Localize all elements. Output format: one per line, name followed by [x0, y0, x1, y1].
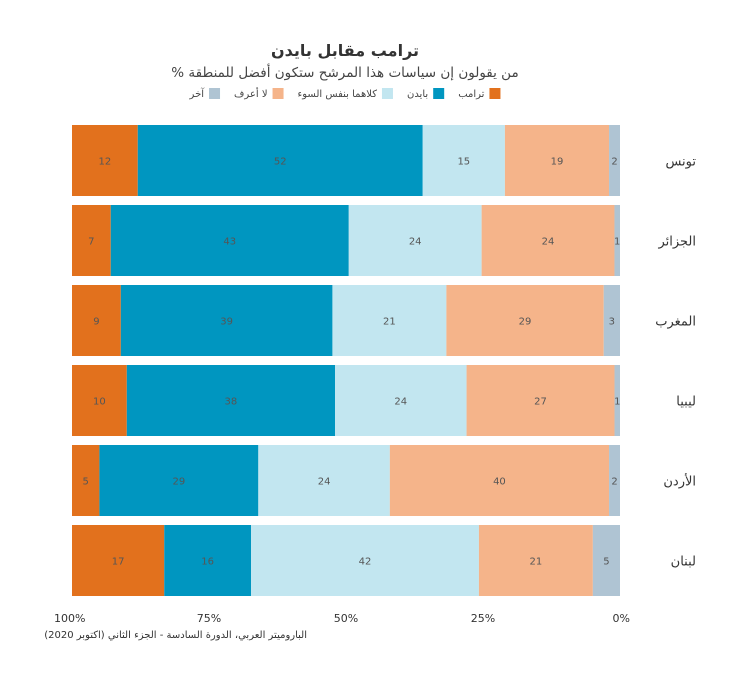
legend-swatch — [489, 88, 501, 99]
legend-label: آخر — [189, 87, 206, 100]
bar-segment — [72, 525, 165, 596]
bar-segment — [258, 445, 390, 516]
bar-segment — [481, 205, 615, 276]
bar-segment — [72, 365, 127, 436]
data-label: 42 — [359, 557, 372, 568]
bar-segment — [72, 125, 138, 196]
category-label: تونس — [665, 155, 696, 170]
chart-subtitle: % من يقولون إن سياسات هذا المرشح ستكون أ… — [171, 63, 518, 81]
data-label: 3 — [609, 317, 615, 328]
data-label: 5 — [83, 477, 89, 488]
category-label: لبنان — [671, 555, 696, 570]
legend-label: كلاهما بنفس السوء — [298, 89, 378, 100]
bar-segment — [609, 125, 620, 196]
legend-swatch — [381, 88, 393, 99]
data-label: 9 — [93, 317, 99, 328]
data-label: 1 — [614, 237, 620, 248]
data-label: 1 — [614, 397, 620, 408]
bar-segment — [614, 205, 620, 276]
x-tick-label: 100% — [54, 612, 85, 625]
data-label: 12 — [99, 157, 112, 168]
x-tick-label: 75% — [197, 612, 221, 625]
legend-label: ترامب — [458, 89, 484, 100]
bar-segment — [72, 445, 100, 516]
bar-segment — [614, 365, 620, 436]
bar-segment — [504, 125, 610, 196]
data-label: 16 — [201, 557, 214, 568]
data-label: 38 — [225, 397, 238, 408]
data-label: 24 — [409, 237, 422, 248]
bar-segment — [609, 445, 620, 516]
chart-title: ترامب مقابل بايدن — [271, 41, 419, 60]
x-tick-label: 50% — [334, 612, 358, 625]
bar-segment — [389, 445, 610, 516]
bar-segment — [251, 525, 479, 596]
category-label: المغرب — [655, 315, 696, 330]
data-label: 29 — [519, 317, 532, 328]
bar-segment — [592, 525, 620, 596]
bar-segment — [332, 285, 447, 356]
category-label: الأردن — [663, 473, 696, 490]
bar-segment — [603, 285, 620, 356]
legend: ترامب بايدن كلاهما بنفس السوء لا أعرف آخر — [189, 87, 501, 100]
data-label: 39 — [220, 317, 233, 328]
data-label: 10 — [93, 397, 106, 408]
bar-segment — [72, 285, 121, 356]
bar-segment — [137, 125, 423, 196]
bar-segment — [99, 445, 259, 516]
bar-segment — [478, 525, 593, 596]
bar-segment — [422, 125, 505, 196]
data-label: 15 — [457, 157, 470, 168]
bar-segment — [72, 205, 111, 276]
bar-segment — [164, 525, 252, 596]
data-label: 17 — [112, 557, 125, 568]
bar-segment — [348, 205, 482, 276]
data-label: 40 — [493, 477, 506, 488]
category-label: الجزائر — [657, 235, 696, 250]
legend-label: بايدن — [407, 89, 428, 100]
source-note: الباروميتر العربي، الدورة السادسة - الجز… — [44, 630, 307, 641]
bar-segment — [466, 365, 615, 436]
bar-segment — [335, 365, 467, 436]
data-label: 24 — [394, 397, 407, 408]
data-label: 2 — [611, 477, 617, 488]
legend-swatch — [272, 88, 284, 99]
data-label: 43 — [223, 237, 236, 248]
x-axis-ticks: 100% 75% 50% 25% 0% — [54, 612, 630, 625]
data-label: 2 — [611, 157, 617, 168]
x-tick-label: 0% — [613, 612, 630, 625]
data-label: 27 — [534, 397, 547, 408]
bars: 12 52 15 19 27 43 24 24 19 39 21 29 310 38 24 27 15 29 24 4… — [72, 125, 620, 596]
data-label: 5 — [603, 557, 609, 568]
legend-label: لا أعرف — [234, 87, 268, 100]
category-label: ليبيا — [676, 395, 696, 410]
data-label: 7 — [88, 237, 94, 248]
x-tick-label: 25% — [471, 612, 495, 625]
data-label: 21 — [530, 557, 543, 568]
data-label: 21 — [383, 317, 396, 328]
bar-segment — [120, 285, 333, 356]
data-label: 24 — [542, 237, 555, 248]
bar-segment — [110, 205, 349, 276]
data-label: 29 — [172, 477, 185, 488]
category-labels: تونس الجزائر المغرب ليبيا الأردن لبنان — [655, 155, 696, 570]
bar-segment — [446, 285, 604, 356]
data-label: 52 — [274, 157, 287, 168]
bar-segment — [126, 365, 336, 436]
legend-swatch — [209, 88, 221, 99]
data-label: 19 — [551, 157, 564, 168]
legend-swatch — [433, 88, 445, 99]
data-label: 24 — [318, 477, 331, 488]
